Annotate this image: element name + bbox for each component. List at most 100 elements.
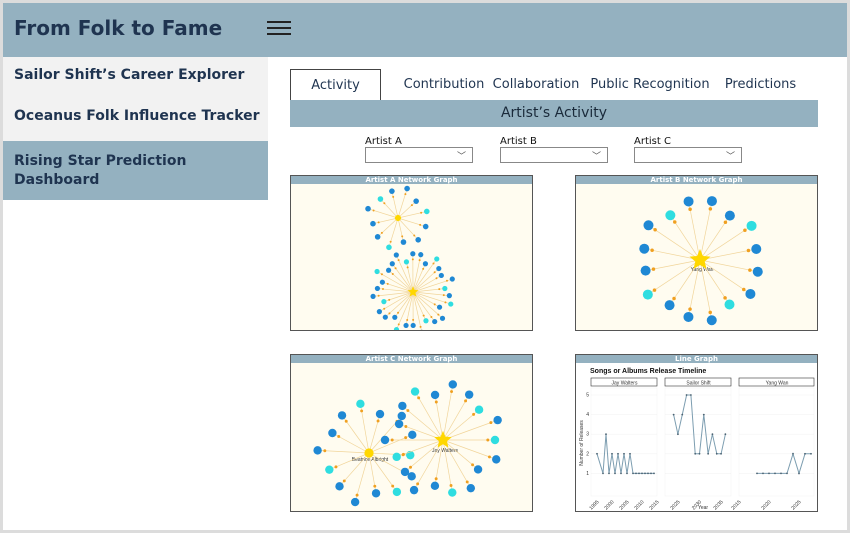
network-edge — [442, 384, 454, 441]
edge-arrow — [444, 301, 447, 304]
edge-arrow — [413, 234, 416, 237]
network-node — [464, 390, 474, 399]
edge-arrow — [746, 248, 751, 253]
edge-arrow — [419, 223, 422, 226]
edge-arrow — [748, 268, 752, 272]
y-axis-label: Number of Releases — [579, 420, 585, 466]
network-node — [400, 467, 410, 477]
artist-c-select-group: Artist C ﹀ — [634, 136, 742, 163]
network-node — [639, 243, 650, 254]
tab-activity[interactable]: Activity — [290, 69, 381, 100]
data-point — [724, 433, 727, 436]
sidebar-item-influence-tracker[interactable]: Oceanus Folk Influence Tracker — [14, 108, 260, 124]
network-node — [374, 268, 380, 275]
x-tick-label: 2030 — [691, 499, 703, 511]
network-edge — [688, 201, 701, 261]
edge-arrow — [653, 228, 657, 232]
network-node — [350, 497, 360, 507]
network-edge — [395, 254, 414, 293]
network-node — [410, 251, 416, 257]
edge-arrow — [437, 313, 440, 316]
edge-arrow — [651, 267, 656, 271]
network-node — [381, 299, 387, 305]
sidebar-item-rising-star[interactable]: Rising Star Prediction Dashboard — [3, 141, 268, 200]
edge-arrow — [391, 272, 394, 275]
app-window: From Folk to Fame Sailor Shift’s Career … — [3, 3, 847, 530]
network-edge — [412, 291, 451, 305]
edge-arrow — [391, 484, 395, 488]
x-tick-label: 2005 — [618, 499, 630, 511]
edge-arrow — [376, 419, 380, 423]
artist-a-label: Artist A — [365, 136, 402, 147]
tab-public-recognition[interactable]: Public Recognition — [590, 77, 710, 92]
network-edge — [397, 211, 427, 219]
chevron-down-icon: ﹀ — [591, 152, 601, 162]
data-point — [620, 472, 622, 475]
network-node — [403, 259, 410, 265]
y-tick-label: 4 — [586, 412, 589, 418]
network-node — [490, 435, 500, 445]
edge-arrow — [388, 312, 391, 315]
edge-arrow — [472, 412, 476, 416]
data-point — [786, 472, 788, 475]
network-node — [423, 318, 429, 324]
facet-panel — [738, 387, 815, 497]
x-tick-label: 1995 — [588, 499, 600, 511]
network-edge — [442, 439, 453, 493]
network-node — [683, 311, 694, 322]
network-node — [643, 220, 654, 231]
edge-arrow — [386, 282, 389, 285]
edge-arrow — [489, 421, 493, 425]
edge-arrow — [360, 409, 364, 413]
chevron-down-icon: ﹀ — [456, 152, 466, 162]
edge-arrow — [411, 258, 414, 261]
data-point — [768, 472, 770, 475]
edge-arrow — [708, 207, 713, 211]
network-node — [436, 304, 443, 310]
network-edge — [412, 258, 438, 293]
network-node — [335, 482, 344, 491]
network-node — [386, 244, 392, 251]
data-point — [602, 472, 604, 475]
edge-arrow — [380, 231, 383, 234]
edge-arrow — [406, 266, 409, 269]
edge-arrow — [723, 296, 727, 300]
edge-arrow — [486, 438, 490, 442]
tab-predictions[interactable]: Predictions — [724, 77, 797, 92]
network-node — [374, 285, 381, 292]
edge-arrow — [723, 220, 728, 225]
edge-arrow — [464, 399, 468, 403]
network-node — [403, 322, 409, 329]
tab-contribution[interactable]: Contribution — [403, 77, 485, 92]
menu-toggle-icon[interactable] — [267, 21, 291, 39]
network-edge — [376, 271, 414, 293]
x-tick-label: 2015 — [648, 499, 660, 511]
data-point — [614, 472, 616, 475]
data-point — [780, 472, 782, 475]
tab-collaboration[interactable]: Collaboration — [492, 77, 580, 92]
network-node — [382, 314, 388, 320]
edge-arrow — [342, 479, 346, 483]
edge-arrow — [404, 425, 408, 428]
network-edge — [396, 291, 414, 330]
edge-arrow — [435, 277, 438, 280]
artist-c-select[interactable]: ﹀ — [634, 147, 742, 163]
network-node — [422, 261, 429, 267]
edge-arrow — [652, 288, 657, 292]
y-tick-label: 1 — [586, 471, 589, 477]
network-edge — [373, 291, 414, 297]
network-edge — [699, 259, 758, 273]
artist-b-select[interactable]: ﹀ — [500, 147, 608, 163]
network-edge — [397, 200, 417, 219]
network-node — [664, 300, 675, 311]
data-point — [653, 472, 655, 475]
artist-b-network-graph: Yang Wan — [639, 196, 763, 326]
x-tick-label: 2025 — [669, 499, 681, 511]
edge-arrow — [433, 271, 436, 274]
network-edge — [442, 419, 498, 441]
artist-a-select[interactable]: ﹀ — [365, 147, 473, 163]
edge-arrow — [392, 195, 395, 198]
sidebar-item-career-explorer[interactable]: Sailor Shift’s Career Explorer — [14, 67, 245, 83]
network-node — [442, 285, 448, 292]
data-point — [702, 413, 705, 416]
